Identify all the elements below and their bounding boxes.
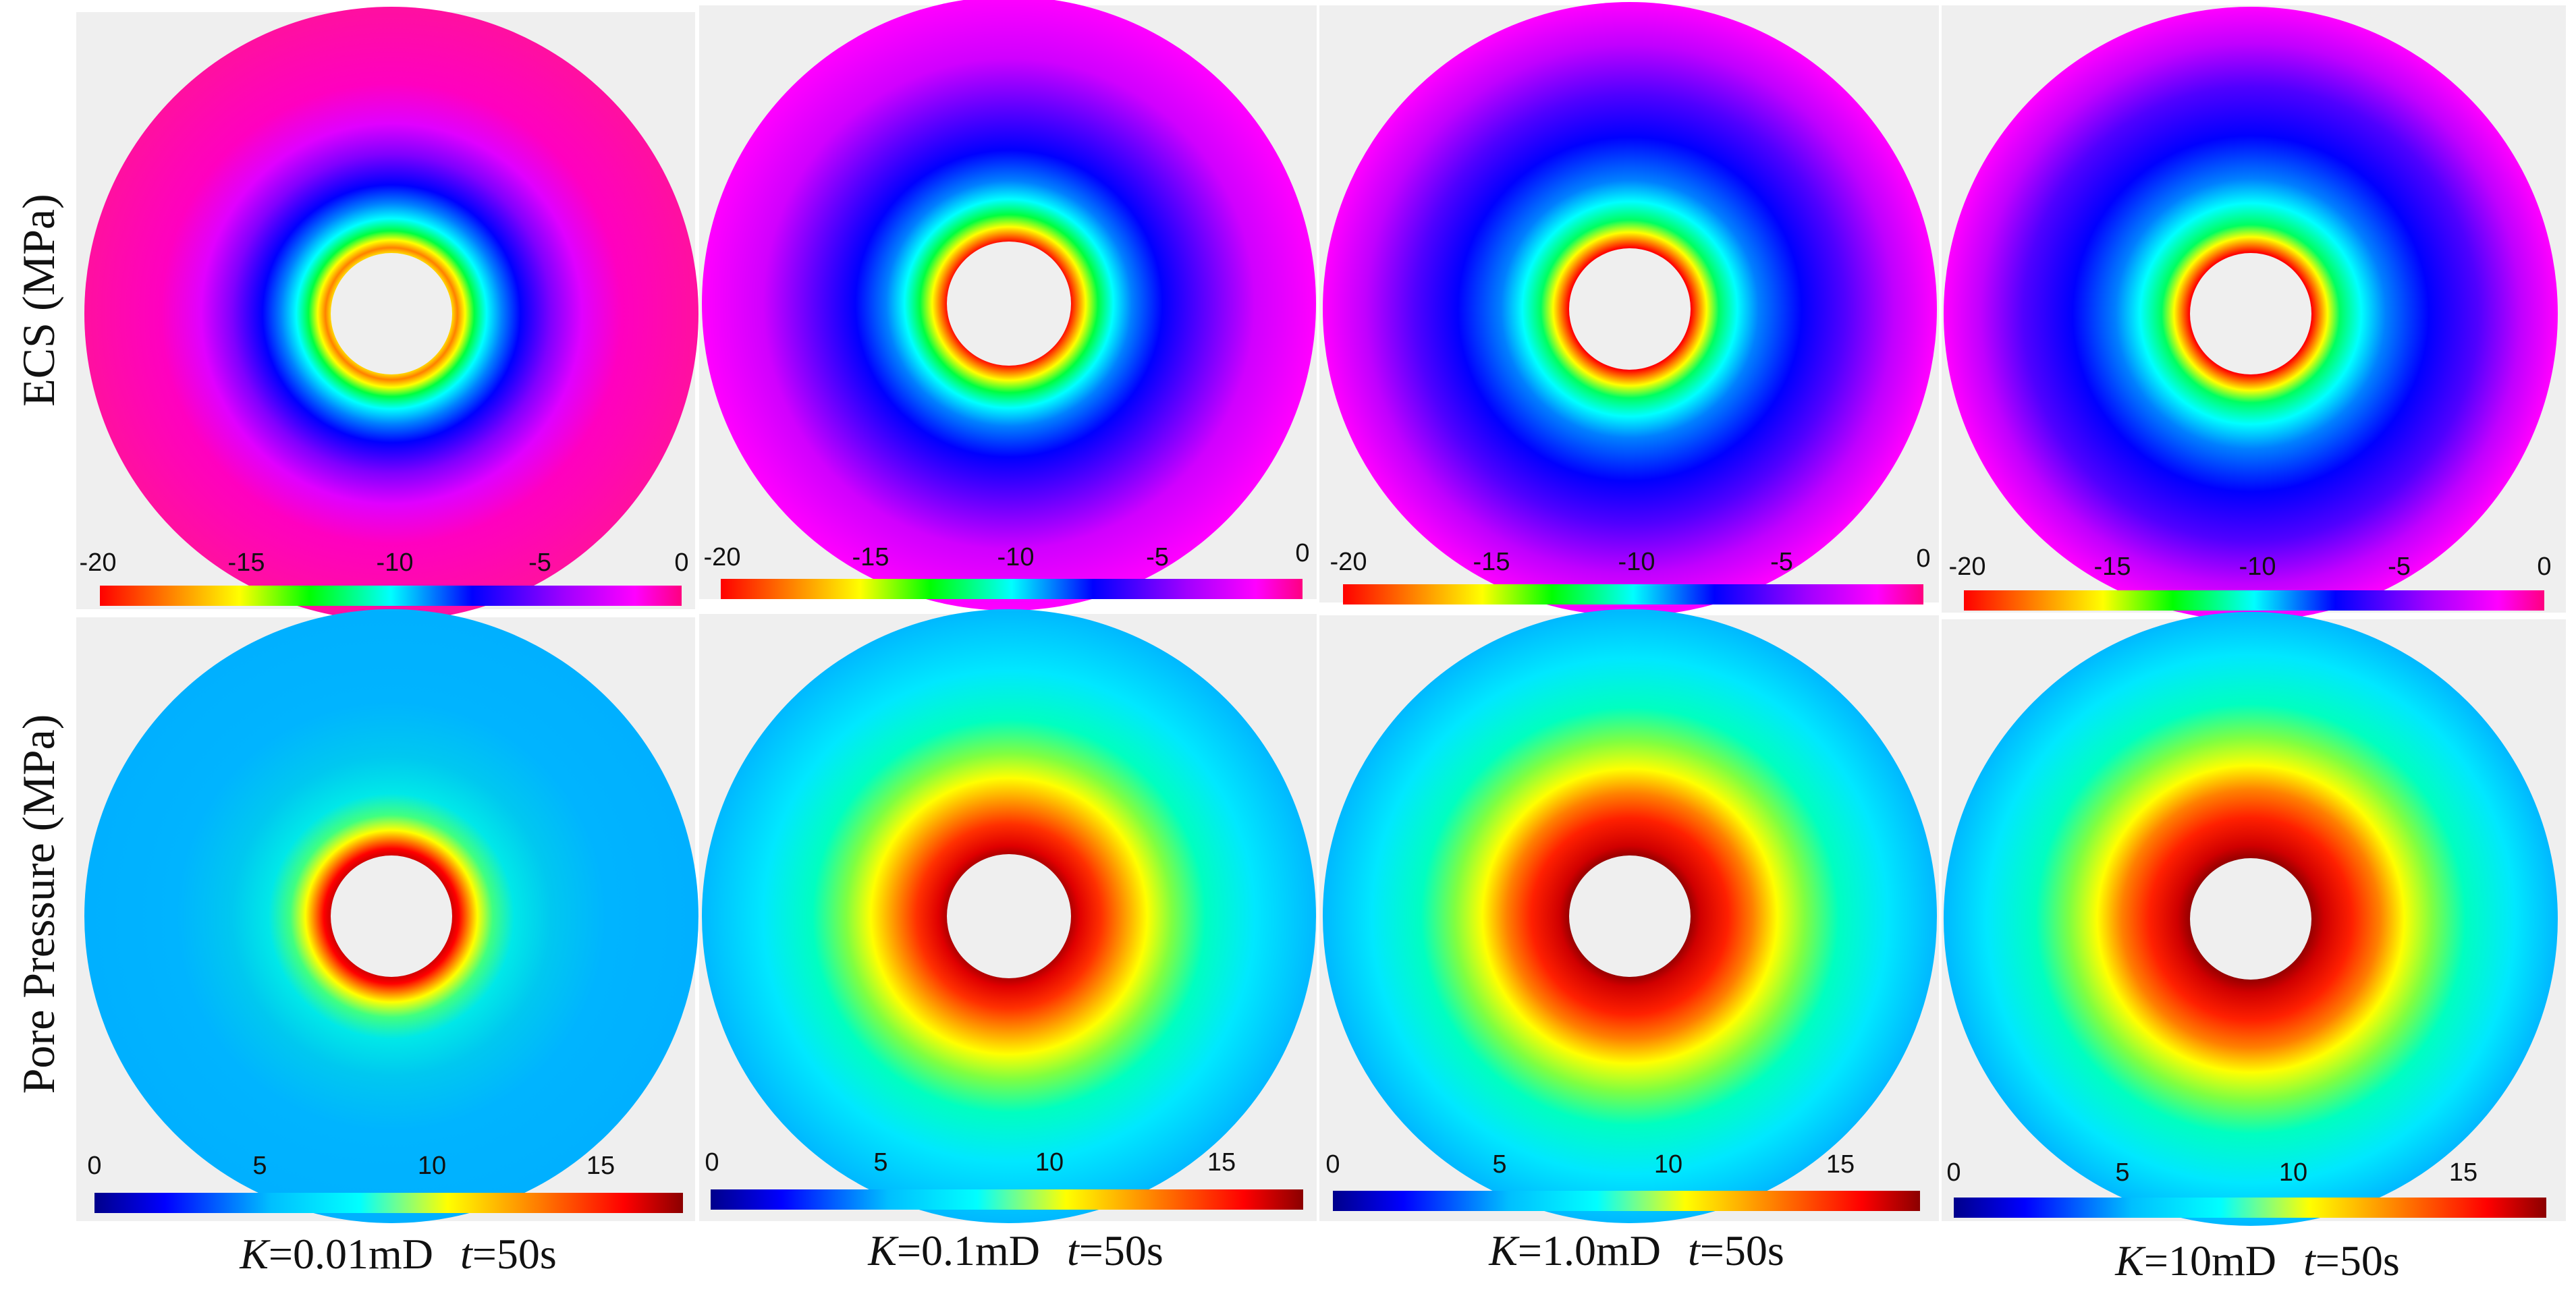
ecs-tick: -20 [1949,553,1986,581]
row-label-ecs: ECS (MPa) [13,194,64,406]
ecs-tick: 0 [2537,553,2551,581]
pore-tick: 5 [873,1148,887,1177]
row-label-pore-pressure: Pore Pressure (MPa) [13,714,64,1094]
ecs-tick: 0 [674,548,688,577]
pore-tick: 0 [705,1148,719,1177]
ecs-tick: -15 [2094,553,2131,581]
column-caption: K=10mD t=50s [2114,1237,2400,1285]
pore-colorbar [94,1193,683,1213]
ecs-tick: -5 [1770,548,1793,576]
ecs-tick: -10 [377,548,414,577]
panel-column-4: -20 -15 -10 -5 0 0 5 10 15 K=10mD t=50s [1942,5,2566,1285]
wellbore-hole [947,854,1071,978]
panel-column-1: -20 -15 -10 -5 0 0 5 10 15 K=0.01mD t=50s [76,7,698,1278]
ecs-colorbar [1964,590,2544,611]
pore-tick: 5 [252,1152,267,1180]
ecs-tick: -10 [997,543,1035,571]
ecs-colorbar [721,579,1303,599]
pore-tick: 10 [2279,1158,2307,1187]
pore-tick: 5 [1492,1150,1506,1179]
pore-tick: 15 [1826,1150,1855,1179]
pore-colorbar [1954,1198,2546,1218]
wellbore-hole [947,242,1071,366]
pore-colorbar [1333,1191,1920,1211]
column-caption: K=1.0mD t=50s [1488,1227,1784,1274]
ecs-tick: -15 [228,548,265,577]
wellbore-hole [331,855,452,977]
ecs-tick: -10 [2239,553,2276,581]
ecs-tick: 0 [1295,539,1309,567]
ecs-tick: -20 [704,543,741,571]
ecs-tick: -20 [80,548,117,577]
ecs-colorbar [1343,584,1923,604]
ecs-tick: 0 [1916,544,1930,573]
wellbore-hole [2190,253,2311,374]
panel-column-2: -20 -15 -10 -5 0 0 5 10 15 K=0.1mD t=50s [699,0,1317,1274]
pore-tick: 10 [418,1152,446,1180]
pore-tick: 15 [1207,1148,1236,1177]
ecs-tick: -20 [1330,548,1367,576]
panel-column-3: -20 -15 -10 -5 0 0 5 10 15 K=1.0mD t=50s [1319,2,1939,1274]
column-caption: K=0.01mD t=50s [239,1230,557,1278]
ecs-colorbar [100,586,682,606]
pore-colorbar [711,1189,1303,1210]
ecs-tick: -10 [1618,548,1655,576]
wellbore-hole [2190,858,2311,980]
pore-tick: 10 [1035,1148,1064,1177]
ecs-tick: -15 [1473,548,1510,576]
pore-tick: 0 [1325,1150,1340,1179]
ecs-tick: -15 [852,543,889,571]
pore-tick: 5 [2115,1158,2129,1187]
wellbore-hole [1569,248,1691,370]
pore-tick: 0 [1946,1158,1961,1187]
pore-tick: 15 [586,1152,615,1180]
wellbore-hole [331,253,452,374]
ecs-tick: -5 [2388,553,2411,581]
pore-tick: 10 [1654,1150,1682,1179]
ecs-tick: -5 [1146,543,1169,571]
pore-tick: 15 [2449,1158,2477,1187]
pore-tick: 0 [87,1152,101,1180]
wellbore-hole [1569,855,1691,977]
ecs-tick: -5 [528,548,551,577]
column-caption: K=0.1mD t=50s [867,1227,1163,1274]
